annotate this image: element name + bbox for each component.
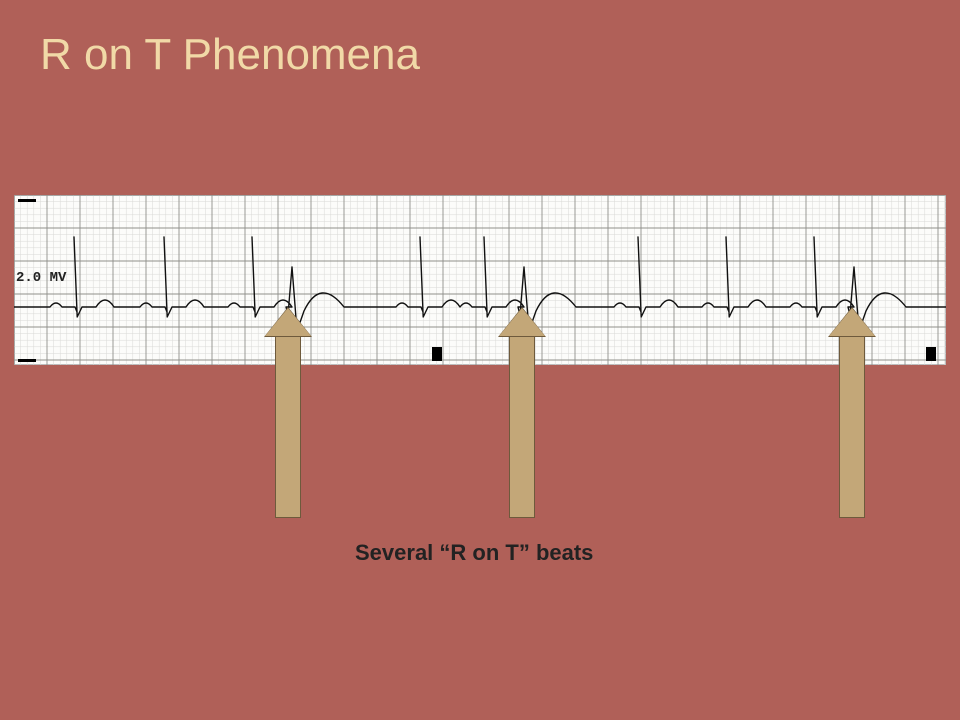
- caption-text: Several “R on T” beats: [355, 540, 593, 566]
- arrow-shaft: [275, 336, 301, 518]
- ecg-yaxis-label: 2.0 MV: [16, 270, 66, 286]
- arrow-shaft: [509, 336, 535, 518]
- ecg-strip-panel: [14, 195, 946, 365]
- arrow-shaft: [839, 336, 865, 518]
- arrow-head-icon: [829, 308, 875, 336]
- ecg-svg: [14, 195, 946, 365]
- arrow-head-icon: [499, 308, 545, 336]
- slide: R on T Phenomena 2.0 MV Several “R on T”…: [0, 0, 960, 720]
- arrow-head-icon: [265, 308, 311, 336]
- slide-title: R on T Phenomena: [40, 30, 420, 80]
